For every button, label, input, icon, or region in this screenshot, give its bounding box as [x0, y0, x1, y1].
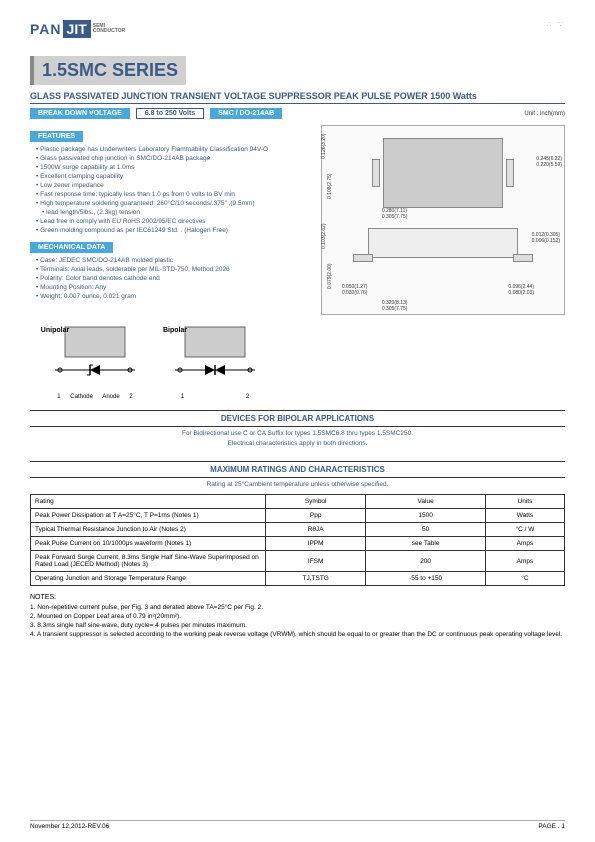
package-drawing: 0.280(7.11) 0.305(7.75) 0.245(6.22) 0.22… [321, 125, 565, 315]
decorative-dots: ∴ ∵ [547, 20, 565, 29]
table-row: Typical Thermal Resistance Junction to A… [31, 523, 565, 537]
unipolar-label: Unipolar [10, 327, 100, 334]
dim-label: 0.030(0.76) [342, 290, 368, 296]
package-side-view [368, 228, 518, 258]
col-units: Units [485, 495, 564, 509]
dim-label: 0.305(7.75) [382, 214, 408, 220]
feature-item: Glass passivated chip junction in SMC/DO… [36, 155, 311, 162]
mech-item: Polarity: Color band denotes cathode end [36, 275, 311, 282]
feature-item: Lead free in comply with EU RoHS 2002/95… [36, 218, 311, 225]
note-item: 3. 8.3ms single half sine-wave, duty cyc… [30, 622, 565, 629]
unipolar-symbol: Unipolar 1 Cathode Anode 2 [50, 325, 140, 400]
mechanical-heading: MECHANICAL DATA [30, 242, 113, 253]
table-row: Peak Pulse Current on 10/1000μs waveform… [31, 537, 565, 551]
badge-row: BREAK DOWN VOLTAGE 6.8 to 250 Volts SMC … [30, 108, 565, 119]
left-column: FEATURES Plastic package has Underwriter… [30, 125, 311, 315]
cathode-label: Cathode [70, 394, 93, 400]
package-top-view [383, 138, 503, 208]
bipolar-symbol: Bipolar 1 2 [170, 325, 260, 400]
footer-date: November 12,2012-REV.06 [30, 823, 109, 830]
company-logo: PAN JIT SEMI CONDUCTOR [30, 20, 565, 38]
breakdown-badge: BREAK DOWN VOLTAGE [30, 108, 130, 119]
logo-text-pan: PAN [30, 21, 62, 37]
dim-label: 0.108(2.75) [327, 173, 333, 199]
ratings-subtitle: Rating at 25°Cambient temperature unless… [30, 481, 565, 488]
diode-symbols-row: Unipolar 1 Cathode Anode 2 Bipolar 1 2 [30, 325, 565, 400]
feature-item: High temperature soldering guaranteed: 2… [36, 200, 311, 207]
mech-item: Case: JEDEC SMC/DO-214AB molded plastic [36, 257, 311, 264]
ratings-table: Rating Symbol Value Units Peak Power Dis… [30, 494, 565, 586]
bipolar-label: Bipolar [130, 327, 220, 334]
feature-item: Green molding compound as per IEC61249 S… [36, 227, 311, 234]
dim-label: 0.126(3.20) [321, 133, 327, 159]
ratings-heading: MAXIMUM RATINGS AND CHARACTERISTICS [30, 461, 565, 478]
bipolar-text: Electrical characteristics apply in both… [30, 440, 565, 447]
unit-label: Unit : inch(mm) [524, 111, 565, 117]
logo-sub2: CONDUCTOR [93, 29, 125, 34]
bipolar-apps-heading: DEVICES FOR BIPOLAR APPLICATIONS [30, 410, 565, 427]
dim-label: 0.305(7.75) [382, 306, 408, 312]
footer-page: PAGE . 1 [538, 823, 565, 830]
table-row: Peak Power Dissipation at T A=25°C, T P=… [31, 509, 565, 523]
series-title: 1.5SMC SERIES [30, 56, 186, 85]
table-row: Operating Junction and Storage Temperatu… [31, 572, 565, 586]
logo-text-jit: JIT [63, 20, 91, 38]
feature-item: Low zener impedance [36, 182, 311, 189]
note-item: 2. Mounted on Copper Leaf area of 0.79 i… [30, 613, 565, 620]
package-badge: SMC / DO-214AB [210, 108, 282, 119]
col-symbol: Symbol [265, 495, 365, 509]
dim-label: 0.006(0.152) [532, 238, 560, 244]
col-value: Value [366, 495, 486, 509]
mech-item: Terminals: Axial leads, solderable per M… [36, 266, 311, 273]
mech-item: Weight: 0.007 ounce, 0.021 gram [36, 293, 311, 300]
note-item: 4. A transient suppressor is selected ac… [30, 631, 565, 638]
note-item: 1. Non-repetitive current pulse, per Fig… [30, 604, 565, 611]
features-heading: FEATURES [30, 131, 83, 142]
dim-label: 0.079(2.00) [327, 263, 333, 289]
features-list: Plastic package has Underwriters Laborat… [30, 146, 311, 234]
page-footer: November 12,2012-REV.06 PAGE . 1 [30, 820, 565, 830]
feature-item: lead length/5lbs., (2.3kg) tension [36, 209, 311, 216]
feature-item: 1500W surge capability at 1.0ms [36, 164, 311, 171]
mech-item: Mounting Position: Any [36, 284, 311, 291]
bipolar-text: For Bidirectional use C or CA Suffix for… [30, 430, 565, 437]
table-row: Peak Forward Surge Current, 8.3ms Single… [31, 551, 565, 572]
col-rating: Rating [31, 495, 266, 509]
dim-label: 0.080(2.03) [508, 290, 534, 296]
logo-subtitle: SEMI CONDUCTOR [93, 24, 125, 34]
pin2: 2 [129, 394, 132, 400]
feature-item: Plastic package has Underwriters Laborat… [36, 146, 311, 153]
feature-item: Fast response time: typically less than … [36, 191, 311, 198]
pin1: 1 [57, 394, 60, 400]
dim-label: 0.103(2.62) [321, 223, 327, 249]
dim-label: 0.220(5.59) [536, 162, 562, 168]
mechanical-list: Case: JEDEC SMC/DO-214AB molded plastic … [30, 257, 311, 300]
product-subtitle: GLASS PASSIVATED JUNCTION TRANSIENT VOLT… [30, 91, 565, 104]
feature-item: Excellent clamping capability [36, 173, 311, 180]
notes-heading: NOTES: [30, 594, 565, 601]
notes-section: NOTES: 1. Non-repetitive current pulse, … [30, 594, 565, 638]
pin1: 1 [181, 394, 184, 400]
pin2: 2 [246, 394, 249, 400]
anode-label: Anode [102, 394, 119, 400]
voltage-badge: 6.8 to 250 Volts [136, 108, 204, 119]
table-header-row: Rating Symbol Value Units [31, 495, 565, 509]
